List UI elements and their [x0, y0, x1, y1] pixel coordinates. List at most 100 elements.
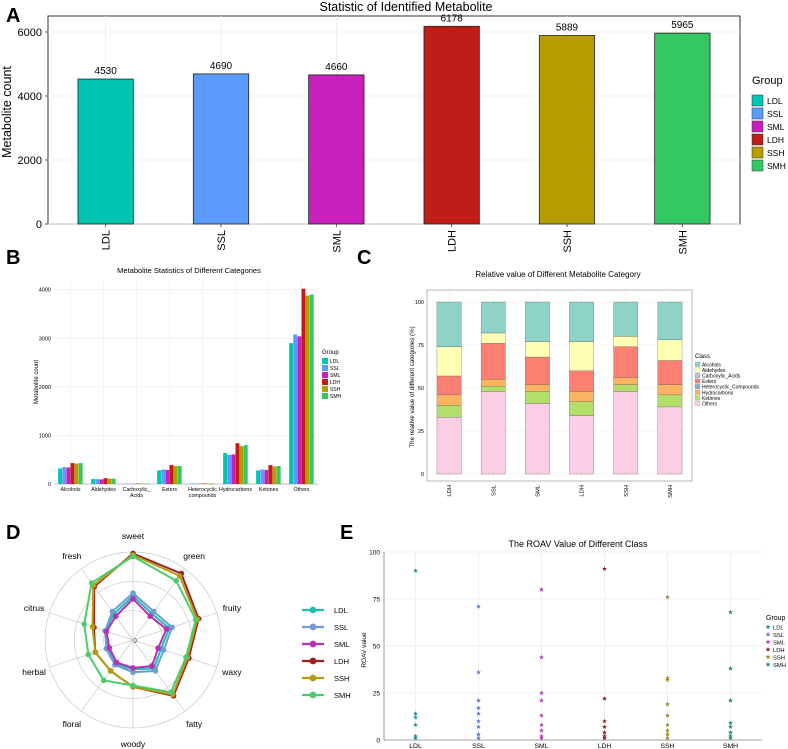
- panel-c-bar-segment: [569, 341, 594, 371]
- panel-e-point: [413, 568, 418, 573]
- panel-e-point: [665, 731, 670, 737]
- panel-e-point: [476, 724, 481, 729]
- panel-a-bar: [192, 73, 250, 225]
- panel-b-ylabel: Metabolite count: [34, 360, 40, 404]
- panel-a-data-label: 4690: [210, 61, 233, 72]
- panel-b-bar: [239, 446, 244, 484]
- panel-d-legend-label: SSH: [334, 674, 349, 683]
- panel-d-axis-label: sweet: [122, 531, 145, 541]
- panel-d-point: [150, 608, 157, 615]
- panel-c-bar-segment: [480, 301, 506, 334]
- panel-d-point: [149, 663, 155, 669]
- panel-b-legend-swatch: [322, 379, 328, 385]
- panel-e-x-tick-label: SMH: [723, 743, 738, 749]
- panel-c-y-tick-label: 25: [418, 429, 424, 435]
- panel-e-y-tick-label: 100: [369, 550, 380, 557]
- panel-e-y-tick-label: 50: [373, 644, 381, 651]
- panel-e-point: [476, 705, 481, 711]
- panel-a-legend-label: SMH: [767, 161, 786, 171]
- panel-c-bar-segment: [613, 346, 639, 378]
- panel-a-legend-swatch: [751, 120, 764, 133]
- panel-b-x-tick-label: Others: [294, 487, 310, 493]
- panel-d-axis-label: fresh: [62, 551, 81, 561]
- panel-b-plot-area: [54, 280, 318, 484]
- panel-d-point: [106, 644, 113, 651]
- panel-a-legend-swatch: [751, 159, 764, 172]
- panel-e-legend-marker: [765, 639, 771, 645]
- panel-e-y-tick-label: 0: [376, 738, 380, 745]
- panel-c-bar-segment: [480, 391, 506, 475]
- panel-d-point: [192, 616, 199, 623]
- panel-c-legend-swatch: [694, 395, 701, 401]
- panel-c-legend-swatch: [694, 389, 701, 395]
- panel-a-ylabel: Metabolite count: [0, 66, 14, 158]
- panel-e-x-tick-label: SML: [535, 743, 549, 749]
- panel-a-bar-chart: Statistic of Identified Metabolite Metab…: [0, 0, 786, 254]
- panel-b-legend-swatch: [322, 365, 328, 371]
- panel-d-point: [176, 573, 183, 579]
- panel-b-bar: [227, 454, 232, 484]
- panel-b-bar: [264, 469, 269, 484]
- panel-b-bar: [276, 466, 281, 484]
- panel-d-axis-label: green: [183, 551, 205, 561]
- panel-e-point: [728, 609, 733, 615]
- panel-e-point: [728, 729, 733, 735]
- panel-c-bar-segment: [657, 301, 683, 340]
- panel-e-ylabel: ROAV value: [361, 632, 368, 668]
- panel-b-bar: [235, 443, 240, 484]
- panel-e-legend-label: LDH: [773, 648, 785, 654]
- panel-a-title: Statistic of Identified Metabolite: [319, 0, 492, 14]
- panel-d-point: [163, 626, 170, 632]
- panel-d-legend-marker: [309, 674, 317, 682]
- panel-a-data-label: 4530: [95, 66, 118, 77]
- panel-d-axis-label: citrus: [24, 603, 44, 613]
- panel-b-legend-swatch: [322, 393, 328, 399]
- panel-d-point: [169, 624, 175, 631]
- panel-b-legend-swatch: [322, 386, 328, 392]
- panel-b-bar: [70, 463, 75, 484]
- panel-e-point: [413, 711, 418, 716]
- panel-e-x-tick-label: LDH: [598, 743, 612, 749]
- panel-e-point: [539, 728, 544, 733]
- panel-b-bar: [289, 343, 294, 484]
- panel-e-point: [539, 654, 544, 660]
- panel-b-legend-label: LDH: [330, 380, 340, 386]
- panel-b-bar: [103, 478, 108, 484]
- panel-b-x-tick-label: Carboxylic_: [123, 487, 151, 493]
- panel-d-spoke: [80, 568, 134, 641]
- panel-e-point: [665, 728, 670, 733]
- panel-e-point: [602, 729, 607, 735]
- panel-b-legend-swatch: [322, 358, 328, 364]
- panel-c-legend-label: Others: [702, 402, 718, 408]
- panel-a-x-tick-label: SSL: [216, 230, 228, 251]
- panel-e-x-tick-label: SSH: [661, 743, 675, 749]
- panel-a-data-label: 5965: [671, 20, 694, 31]
- panel-a-legend-label: SSH: [767, 148, 784, 158]
- panel-e-point: [539, 712, 544, 718]
- panel-b-bar: [305, 295, 310, 484]
- panel-e-point: [476, 711, 481, 716]
- panel-b-bar: [301, 288, 306, 484]
- panel-e-point: [539, 697, 544, 703]
- panel-a-legend-swatch: [751, 146, 764, 159]
- panel-c-y-tick-label: 50: [418, 386, 424, 392]
- panel-e-point: [728, 724, 733, 729]
- panel-c-bar-segment: [569, 370, 594, 392]
- panel-c-x-tick-label: SML: [535, 484, 541, 497]
- panel-e-legend-label: SSH: [773, 655, 785, 661]
- panel-c-bar-segment: [480, 332, 506, 344]
- panel-e-point: [539, 735, 544, 741]
- panel-b-bar: [107, 478, 112, 484]
- panel-b-bar: [95, 479, 100, 484]
- panel-c-bar-segment: [657, 394, 683, 408]
- panel-d-legend-label: SML: [334, 640, 349, 649]
- panel-c-bar-segment: [613, 384, 639, 392]
- panel-e-point: [602, 735, 607, 741]
- panel-e-point: [476, 735, 481, 741]
- panel-c-bar-segment: [436, 417, 462, 475]
- panel-b-legend-label: SML: [330, 373, 341, 379]
- panel-b-x-tick-label: Alcohols: [60, 487, 80, 493]
- panel-d-axis-label: fruity: [223, 603, 242, 613]
- panel-e-legend-title: Group: [766, 615, 786, 622]
- panel-b-legend-swatch: [322, 372, 328, 378]
